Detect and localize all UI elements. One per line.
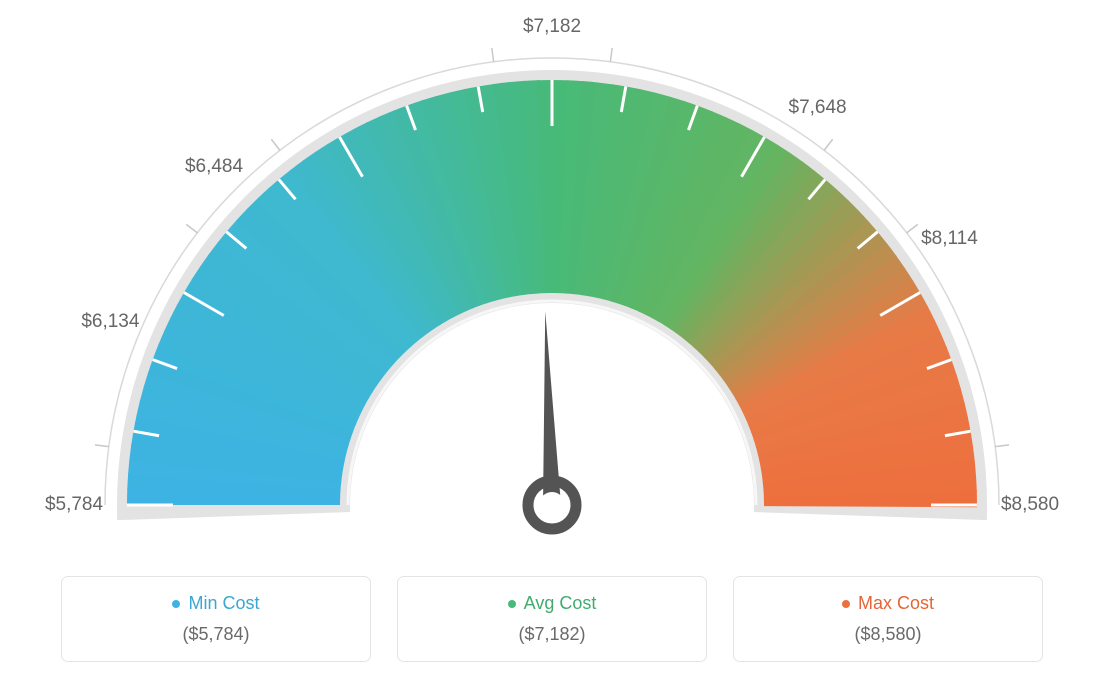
gauge-tick-label: $7,648 [789, 97, 847, 119]
legend-title-min: Min Cost [172, 593, 259, 614]
legend-title-avg: Avg Cost [508, 593, 597, 614]
dot-icon [172, 600, 180, 608]
legend-title-text: Max Cost [858, 593, 934, 614]
legend-value-min: ($5,784) [72, 624, 360, 645]
gauge-tick-label: $6,134 [81, 311, 139, 333]
gauge-tick-label: $7,182 [523, 16, 581, 38]
legend-card-min: Min Cost ($5,784) [61, 576, 371, 662]
legend-title-max: Max Cost [842, 593, 934, 614]
gauge-chart: $5,784 $6,134 $6,484 $7,182 $7,648 $8,114 $8,5… [0, 0, 1104, 560]
legend-value-avg: ($7,182) [408, 624, 696, 645]
legend-title-text: Min Cost [188, 593, 259, 614]
dot-icon [508, 600, 516, 608]
gauge-tick-label: $8,580 [1001, 494, 1059, 516]
dot-icon [842, 600, 850, 608]
legend-title-text: Avg Cost [524, 593, 597, 614]
legend-card-max: Max Cost ($8,580) [733, 576, 1043, 662]
legend-card-avg: Avg Cost ($7,182) [397, 576, 707, 662]
gauge-tick-label: $5,784 [45, 494, 103, 516]
gauge-tick-label: $6,484 [185, 156, 243, 178]
legend-row: Min Cost ($5,784) Avg Cost ($7,182) Max … [0, 576, 1104, 662]
gauge-svg [0, 0, 1104, 560]
gauge-tick-label: $8,114 [921, 228, 978, 250]
legend-value-max: ($8,580) [744, 624, 1032, 645]
